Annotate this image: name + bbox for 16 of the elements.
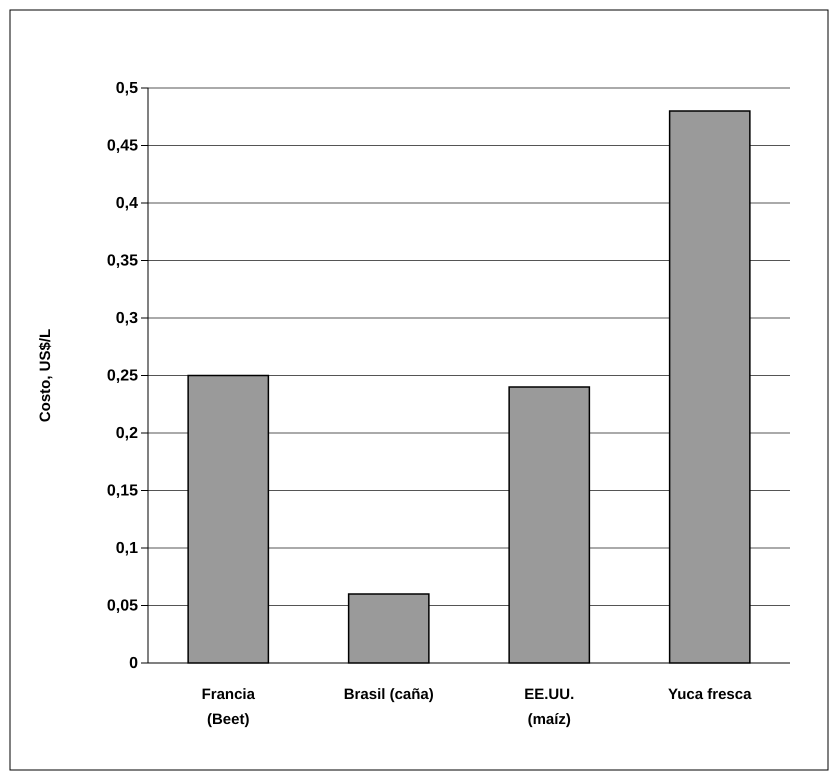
x-tick-label: Francia (Beet) xyxy=(202,686,256,728)
x-tick-label: Brasil (caña) xyxy=(344,686,434,703)
y-tick-label: 0,3 xyxy=(116,310,138,328)
y-tick-label: 0,35 xyxy=(106,252,138,270)
y-tick-label: 0,05 xyxy=(106,598,138,615)
y-tick-label: 0,1 xyxy=(116,540,138,558)
y-tick-label: 0,15 xyxy=(106,482,138,500)
x-tick-label: EE.UU. (maíz) xyxy=(524,686,574,728)
y-axis-title: Costo, US$/L xyxy=(37,328,54,422)
y-tick-label: 0,45 xyxy=(106,138,138,155)
x-tick-label: Yuca fresca xyxy=(668,686,752,703)
y-tick-label: 0,25 xyxy=(106,368,138,385)
y-tick-label: 0,4 xyxy=(116,195,138,212)
y-tick-label: 0,2 xyxy=(116,425,138,442)
y-tick-label: 0,5 xyxy=(116,80,138,98)
y-tick-label: 0 xyxy=(129,655,138,672)
